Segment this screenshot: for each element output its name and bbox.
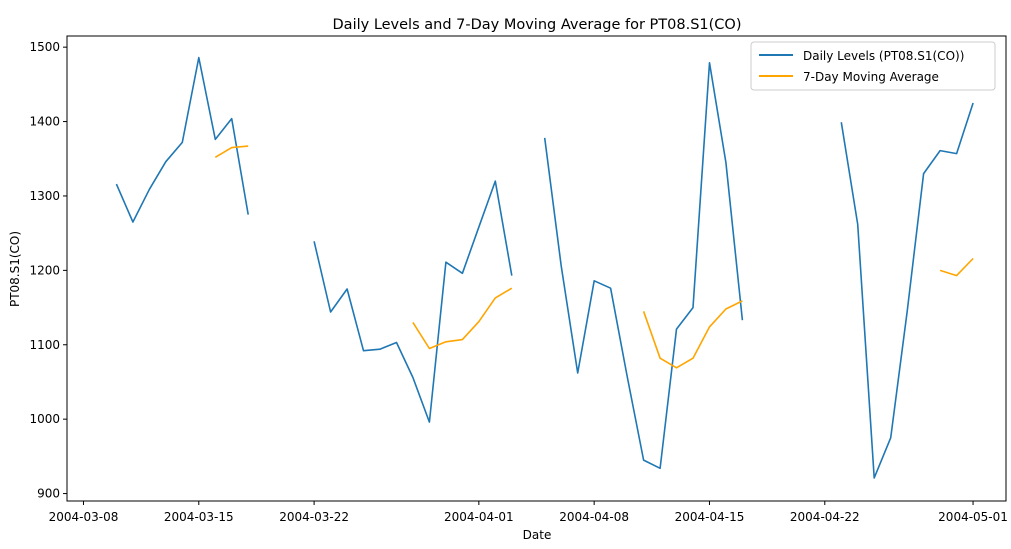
y-axis-label: PT08.S1(CO) xyxy=(8,231,22,307)
legend-box xyxy=(750,41,996,91)
series-line-segment xyxy=(939,257,974,277)
legend-label-daily-levels: Daily Levels (PT08.S1(CO)) xyxy=(803,49,964,63)
x-tick-label: 2004-03-22 xyxy=(279,510,349,524)
y-tick-label: 900 xyxy=(37,487,60,501)
y-tick-label: 1500 xyxy=(29,40,60,54)
y-tick-label: 1400 xyxy=(29,115,60,129)
series-line-segment xyxy=(642,300,743,369)
legend: Daily Levels (PT08.S1(CO)) 7-Day Moving … xyxy=(750,41,996,91)
plot-area xyxy=(66,35,1007,502)
series-daily-levels-pt08-s1-co xyxy=(115,56,974,479)
x-tick-label: 2004-03-15 xyxy=(164,510,234,524)
series-line-segment xyxy=(840,102,974,479)
legend-label-moving-average: 7-Day Moving Average xyxy=(803,70,939,84)
y-tick-label: 1300 xyxy=(29,189,60,203)
series-line-segment xyxy=(115,56,249,223)
series-line-segment xyxy=(214,145,249,158)
x-tick-label: 2004-05-01 xyxy=(938,510,1008,524)
x-tick-label: 2004-03-08 xyxy=(49,510,119,524)
y-tick-label: 1200 xyxy=(29,263,60,277)
x-axis: 2004-03-08 2004-03-15 2004-03-22 2004-04-01… xyxy=(49,501,1008,524)
series-line-segment xyxy=(313,180,513,423)
series-line-segment xyxy=(543,61,744,470)
y-axis: 900 1000 1100 1200 1300 1400 1500 xyxy=(29,40,67,501)
series-layer xyxy=(115,56,974,479)
y-tick-label: 1000 xyxy=(29,412,60,426)
chart-title: Daily Levels and 7-Day Moving Average fo… xyxy=(333,17,742,33)
plot-frame xyxy=(66,35,1007,502)
x-tick-label: 2004-04-15 xyxy=(675,510,745,524)
series-7-day-moving-average xyxy=(214,145,974,369)
x-tick-label: 2004-04-22 xyxy=(790,510,860,524)
x-tick-label: 2004-04-01 xyxy=(444,510,514,524)
x-axis-label: Date xyxy=(523,528,552,542)
series-line-segment xyxy=(412,287,513,350)
x-tick-label: 2004-04-08 xyxy=(559,510,629,524)
y-tick-label: 1100 xyxy=(29,338,60,352)
